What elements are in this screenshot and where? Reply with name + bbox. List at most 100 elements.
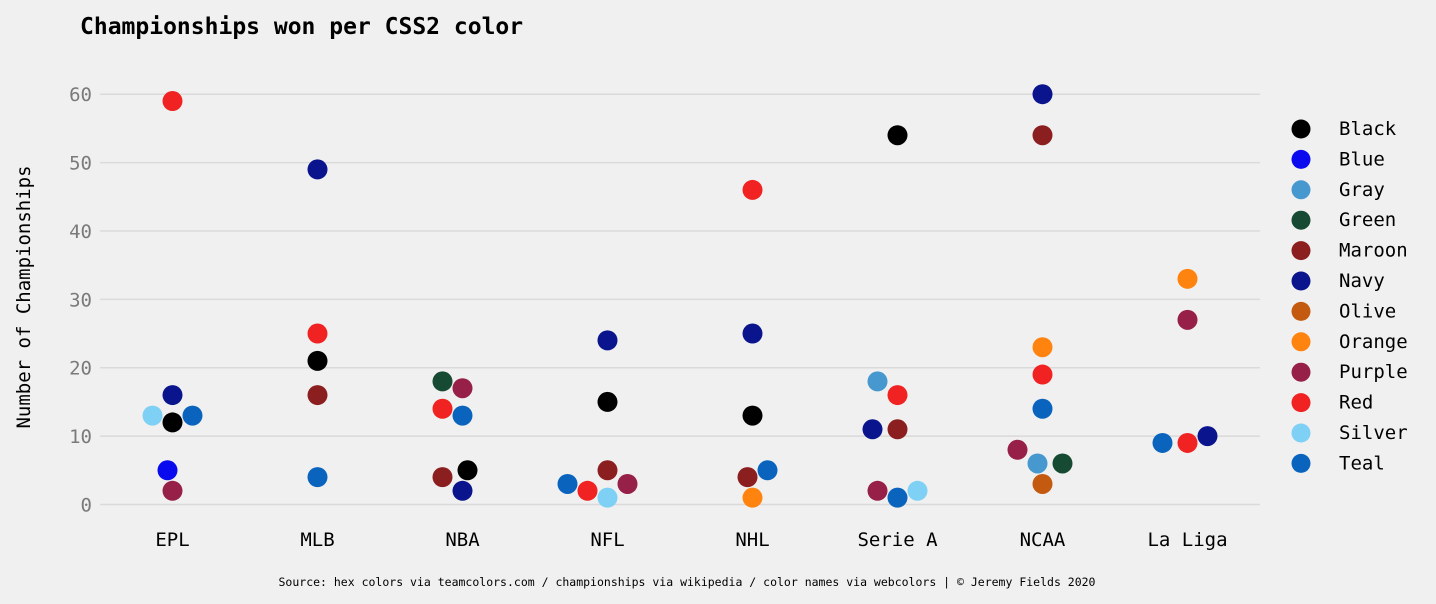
point-green-nba — [432, 371, 453, 392]
point-maroon-nhl — [737, 467, 758, 488]
legend-marker-red — [1291, 393, 1311, 413]
legend-marker-black — [1291, 119, 1311, 139]
point-purple-la-liga — [1177, 309, 1198, 330]
point-teal-nfl — [557, 473, 578, 494]
point-black-nba — [457, 460, 478, 481]
legend-marker-purple — [1291, 362, 1311, 382]
point-navy-ncaa — [1032, 84, 1053, 105]
legend-marker-olive — [1291, 301, 1311, 321]
point-navy-la-liga — [1197, 426, 1218, 447]
point-green-ncaa — [1052, 453, 1073, 474]
legend-marker-silver — [1291, 423, 1311, 443]
legend-marker-navy — [1291, 271, 1311, 291]
point-teal-ncaa — [1032, 398, 1053, 419]
point-silver-serie-a — [907, 480, 928, 501]
y-tick-60: 60 — [69, 84, 92, 106]
point-maroon-nba — [432, 467, 453, 488]
legend-label-maroon: Maroon — [1339, 240, 1408, 262]
legend-label-olive: Olive — [1339, 300, 1396, 322]
legend-label-black: Black — [1339, 118, 1397, 140]
point-orange-la-liga — [1177, 268, 1198, 289]
x-tick-nba: NBA — [445, 529, 480, 551]
point-gray-ncaa — [1027, 453, 1048, 474]
point-red-nba — [432, 398, 453, 419]
point-purple-epl — [162, 480, 183, 501]
legend-marker-gray — [1291, 180, 1311, 200]
point-teal-nhl — [757, 460, 778, 481]
point-navy-nfl — [597, 330, 618, 351]
point-purple-ncaa — [1007, 439, 1028, 460]
legend-label-teal: Teal — [1339, 452, 1385, 474]
point-silver-nfl — [597, 487, 618, 508]
point-red-la-liga — [1177, 432, 1198, 453]
data-points — [142, 84, 1218, 508]
point-blue-epl — [157, 460, 178, 481]
point-black-nfl — [597, 391, 618, 412]
point-olive-ncaa — [1032, 473, 1053, 494]
x-tick-epl: EPL — [155, 529, 189, 551]
point-red-nfl — [577, 480, 598, 501]
point-navy-nhl — [742, 323, 763, 344]
x-tick-serie-a: Serie A — [857, 529, 938, 551]
point-red-mlb — [307, 323, 328, 344]
point-purple-nfl — [617, 473, 638, 494]
point-silver-epl — [142, 405, 163, 426]
y-tick-0: 0 — [81, 494, 92, 516]
legend-label-red: Red — [1339, 392, 1373, 414]
x-tick-la-liga: La Liga — [1147, 529, 1227, 551]
legend-marker-maroon — [1291, 241, 1311, 261]
legend-label-orange: Orange — [1339, 331, 1408, 353]
y-tick-30: 30 — [69, 289, 92, 311]
point-maroon-mlb — [307, 385, 328, 406]
legend-marker-green — [1291, 210, 1311, 230]
legend-label-navy: Navy — [1339, 270, 1385, 292]
point-teal-mlb — [307, 467, 328, 488]
chart-title: Championships won per CSS2 color — [80, 14, 523, 40]
x-tick-labels: EPL MLB NBA NFL NHL Serie A NCAA La Liga — [155, 529, 1227, 551]
legend-label-green: Green — [1339, 209, 1396, 231]
gridlines — [100, 93, 1260, 506]
point-black-mlb — [307, 350, 328, 371]
legend-label-silver: Silver — [1339, 422, 1408, 444]
point-gray-serie-a — [867, 371, 888, 392]
point-teal-serie-a — [887, 487, 908, 508]
point-purple-serie-a — [867, 480, 888, 501]
point-purple-nba — [452, 378, 473, 399]
point-black-nhl — [742, 405, 763, 426]
x-tick-mlb: MLB — [300, 529, 334, 551]
x-tick-nfl: NFL — [590, 529, 624, 551]
point-red-epl — [162, 91, 183, 112]
y-axis-label: Number of Championships — [13, 165, 35, 428]
y-tick-labels: 0 10 20 30 40 50 60 — [69, 84, 92, 516]
point-red-serie-a — [887, 385, 908, 406]
point-red-ncaa — [1032, 364, 1053, 385]
source-note: Source: hex colors via teamcolors.com / … — [279, 575, 1096, 589]
point-navy-mlb — [307, 159, 328, 180]
legend-label-purple: Purple — [1339, 361, 1408, 383]
legend-label-blue: Blue — [1339, 148, 1385, 170]
point-orange-nhl — [742, 487, 763, 508]
legend-marker-blue — [1291, 149, 1311, 169]
point-orange-ncaa — [1032, 337, 1053, 358]
point-teal-epl — [182, 405, 203, 426]
y-tick-50: 50 — [69, 153, 92, 175]
y-tick-20: 20 — [69, 358, 92, 380]
y-tick-40: 40 — [69, 221, 92, 243]
point-navy-epl — [162, 385, 183, 406]
point-maroon-nfl — [597, 460, 618, 481]
point-navy-serie-a — [862, 419, 883, 440]
point-teal-nba — [452, 405, 473, 426]
legend-label-gray: Gray — [1339, 179, 1385, 201]
y-tick-10: 10 — [69, 426, 92, 448]
legend-marker-teal — [1291, 453, 1311, 473]
point-black-serie-a — [887, 125, 908, 146]
point-teal-la-liga — [1152, 432, 1173, 453]
legend: Black Blue Gray Green Maroon Navy Olive Orange P… — [1291, 118, 1408, 474]
legend-marker-orange — [1291, 332, 1311, 352]
point-black-epl — [162, 412, 183, 433]
x-tick-nhl: NHL — [735, 529, 769, 551]
point-navy-nba — [452, 480, 473, 501]
point-red-nhl — [742, 179, 763, 200]
